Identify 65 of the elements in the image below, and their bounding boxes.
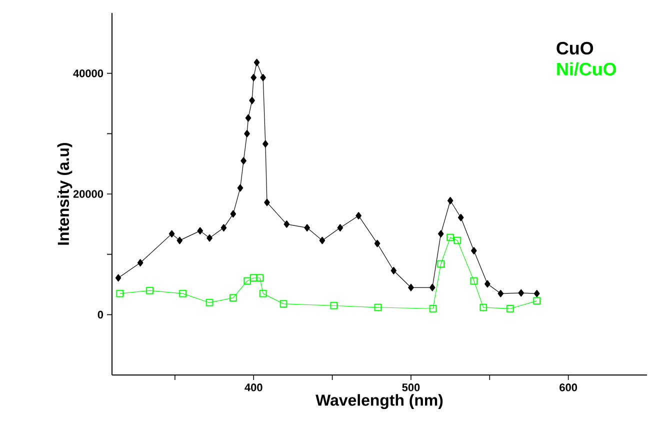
point [146,286,154,294]
point [304,224,310,232]
y-axis-title: Intensity (a.u) [57,142,72,245]
point [390,266,397,274]
point [254,58,260,66]
point [429,304,437,312]
point [244,130,250,138]
y-tick-label: 0 [98,310,104,319]
point [116,290,124,298]
point [284,220,290,228]
point [374,304,382,312]
point [534,290,540,298]
point [264,198,270,206]
point [260,74,266,82]
point [250,274,258,282]
point [280,300,288,308]
point [220,224,227,232]
point [197,227,204,234]
point [429,284,436,292]
point [454,236,462,244]
point [470,277,478,285]
text: CuO [556,42,594,55]
point [330,302,338,310]
point [458,214,464,222]
x-axis-title: Wavelength (nm) [316,394,443,410]
text: Ni/CuO [557,62,616,76]
point [262,140,268,148]
y-tick-label: 40000 [73,69,104,78]
point [237,184,244,192]
point [356,212,362,220]
point [438,230,444,238]
point [206,234,212,242]
point [319,236,326,244]
point [374,240,380,248]
point [480,304,488,312]
point [206,298,214,306]
point [259,290,267,298]
point [498,290,504,298]
x-tick-label: 500 [402,384,420,392]
point [337,224,344,232]
y-tick-label: 20000 [73,190,104,198]
point [229,294,237,302]
point [447,196,454,204]
x-tick-label: 600 [560,384,578,392]
point [168,230,175,238]
point [179,290,186,298]
point [115,274,122,282]
point [408,284,414,292]
x-tick-label: 400 [244,384,262,392]
point [240,157,246,165]
point [506,304,514,312]
point [471,247,477,254]
point [230,210,236,218]
point [484,280,490,288]
point [446,234,454,242]
point [245,114,252,122]
point [249,96,255,104]
point [244,277,252,285]
point [533,297,541,304]
point [437,260,445,268]
point [256,274,264,282]
point [518,289,524,297]
point [176,236,183,244]
point [250,74,257,82]
point [137,259,144,266]
